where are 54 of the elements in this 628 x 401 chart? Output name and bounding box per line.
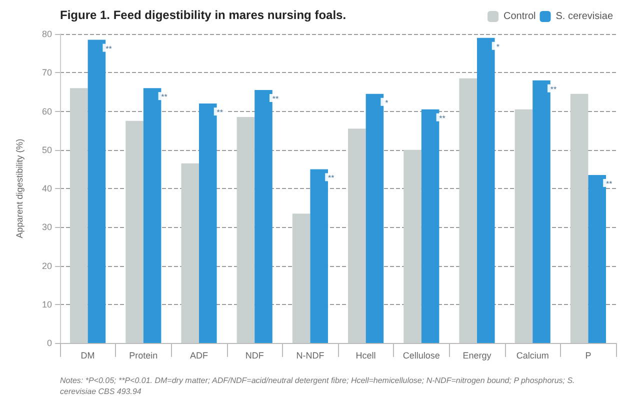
bar — [588, 174, 606, 343]
chart-title: Figure 1. Feed digestibility in mares nursing foals. — [60, 8, 346, 22]
y-tick-label: 60 — [42, 106, 52, 116]
annotation: * — [496, 42, 500, 52]
y-tick-label: 80 — [42, 29, 52, 39]
x-tick-label: N-NDF — [296, 350, 325, 360]
y-tick-label: 40 — [42, 184, 52, 194]
annotation: ** — [606, 179, 612, 188]
annotation: ** — [272, 94, 279, 104]
bar — [126, 120, 144, 343]
y-tick-label: 0 — [46, 338, 52, 348]
y-tick-label: 50 — [42, 144, 52, 155]
bar — [70, 88, 88, 343]
y-tick-label: 10 — [42, 299, 52, 310]
x-tick-label: DM — [80, 350, 95, 360]
bar — [477, 38, 495, 343]
y-tick-label: 20 — [42, 260, 52, 271]
x-tick-label: Cellulose — [402, 350, 440, 360]
x-tick-label: ADF — [190, 350, 208, 360]
legend-label: S. cerevisiae — [556, 11, 614, 22]
y-tick-label: 30 — [42, 222, 52, 232]
bar — [181, 163, 199, 343]
annotation: * — [385, 98, 388, 108]
x-tick-label: P — [585, 350, 592, 360]
x-tick-label: Hcell — [356, 350, 376, 360]
bar — [199, 104, 217, 343]
x-tick-label: Energy — [462, 350, 492, 360]
y-axis-title: Apparent digestibility (%) — [14, 138, 24, 238]
annotation: ** — [439, 114, 446, 123]
bar — [310, 169, 328, 343]
annotation: ** — [106, 44, 112, 54]
bar — [532, 80, 550, 343]
bar — [143, 88, 162, 343]
annotation: ** — [216, 108, 224, 118]
text: Notes: *P<0.05; **P<0.01. DM=dry matter; ADF/NDF=acid/neutral detergent fibre; Hcell=hemicellulose; N-NDF=nitrogen bound; P phosphorus; S. cerevisiae CBS 493.94 — [60, 376, 577, 396]
y-tick-label: 70 — [42, 68, 52, 78]
bar — [348, 128, 366, 343]
legend-label: Control — [504, 11, 536, 22]
bar — [421, 109, 440, 343]
annotation: ** — [161, 92, 168, 102]
bar — [88, 40, 106, 343]
bar — [236, 117, 255, 343]
x-tick-label: Protein — [129, 350, 158, 360]
bar — [366, 94, 384, 343]
bar — [292, 214, 310, 343]
x-tick-label: Calcium — [516, 350, 549, 360]
bar — [514, 109, 533, 343]
bar — [254, 90, 272, 343]
x-tick-label: NDF — [245, 350, 264, 360]
annotation: ** — [328, 174, 334, 183]
bar — [459, 78, 477, 343]
bar — [570, 94, 588, 343]
bar — [404, 150, 422, 343]
annotation: ** — [550, 84, 557, 94]
